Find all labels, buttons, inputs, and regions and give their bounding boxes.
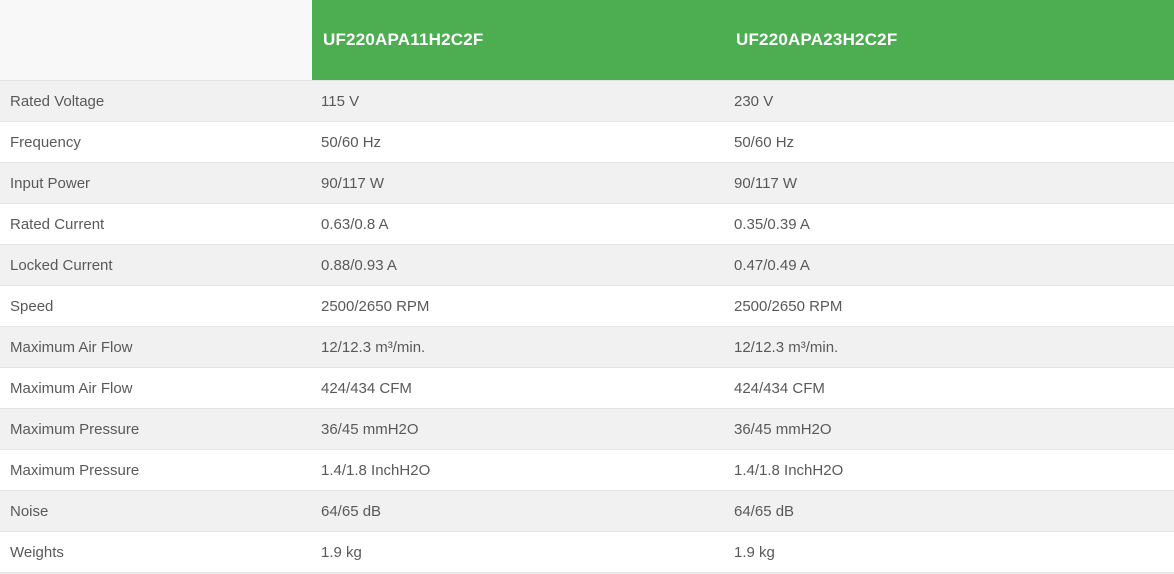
- column-header-model-2: UF220APA23H2C2F: [725, 0, 1174, 80]
- column-header-model-1: UF220APA11H2C2F: [312, 0, 725, 80]
- spec-value-model-2: 12/12.3 m³/min.: [725, 326, 1174, 367]
- spec-value-model-1: 1.4/1.8 InchH2O: [312, 449, 725, 490]
- spec-row-frequency: Frequency 50/60 Hz 50/60 Hz: [0, 121, 1174, 162]
- spec-value-model-1: 0.63/0.8 A: [312, 203, 725, 244]
- spec-value-model-1: 424/434 CFM: [312, 367, 725, 408]
- spec-value-model-1: 115 V: [312, 80, 725, 121]
- spec-row-weights: Weights 1.9 kg 1.9 kg: [0, 531, 1174, 572]
- spec-label: Maximum Pressure: [0, 408, 312, 449]
- spec-row-input-power: Input Power 90/117 W 90/117 W: [0, 162, 1174, 203]
- spec-label: Maximum Air Flow: [0, 367, 312, 408]
- spec-row-max-air-flow-metric: Maximum Air Flow 12/12.3 m³/min. 12/12.3…: [0, 326, 1174, 367]
- spec-row-max-pressure-mm: Maximum Pressure 36/45 mmH2O 36/45 mmH2O: [0, 408, 1174, 449]
- spec-value-model-2: 50/60 Hz: [725, 121, 1174, 162]
- spec-value-model-2: 1.4/1.8 InchH2O: [725, 449, 1174, 490]
- spec-value-model-2: 64/65 dB: [725, 490, 1174, 531]
- spec-value-model-1: 50/60 Hz: [312, 121, 725, 162]
- spec-value-model-2: 424/434 CFM: [725, 367, 1174, 408]
- spec-label: Speed: [0, 285, 312, 326]
- spec-row-max-pressure-inch: Maximum Pressure 1.4/1.8 InchH2O 1.4/1.8…: [0, 449, 1174, 490]
- next-row-clipped-strip: [0, 572, 1174, 574]
- spec-value-model-2: 0.47/0.49 A: [725, 244, 1174, 285]
- spec-label: Rated Current: [0, 203, 312, 244]
- spec-value-model-2: 2500/2650 RPM: [725, 285, 1174, 326]
- spec-value-model-1: 90/117 W: [312, 162, 725, 203]
- spec-label: Maximum Air Flow: [0, 326, 312, 367]
- spec-label: Noise: [0, 490, 312, 531]
- spec-label: Weights: [0, 531, 312, 572]
- spec-value-model-2: 230 V: [725, 80, 1174, 121]
- spec-row-rated-current: Rated Current 0.63/0.8 A 0.35/0.39 A: [0, 203, 1174, 244]
- spec-value-model-2: 0.35/0.39 A: [725, 203, 1174, 244]
- spec-value-model-1: 2500/2650 RPM: [312, 285, 725, 326]
- spec-row-rated-voltage: Rated Voltage 115 V 230 V: [0, 80, 1174, 121]
- header-row: UF220APA11H2C2F UF220APA23H2C2F: [0, 0, 1174, 80]
- spec-value-model-2: 36/45 mmH2O: [725, 408, 1174, 449]
- spec-value-model-1: 0.88/0.93 A: [312, 244, 725, 285]
- spec-row-max-air-flow-cfm: Maximum Air Flow 424/434 CFM 424/434 CFM: [0, 367, 1174, 408]
- spec-value-model-2: 1.9 kg: [725, 531, 1174, 572]
- spec-label: Locked Current: [0, 244, 312, 285]
- spec-label: Input Power: [0, 162, 312, 203]
- spec-value-model-2: 90/117 W: [725, 162, 1174, 203]
- spec-label: Rated Voltage: [0, 80, 312, 121]
- spec-value-model-1: 12/12.3 m³/min.: [312, 326, 725, 367]
- spec-value-model-1: 64/65 dB: [312, 490, 725, 531]
- corner-header-cell: [0, 0, 312, 80]
- spec-row-noise: Noise 64/65 dB 64/65 dB: [0, 490, 1174, 531]
- spec-value-model-1: 36/45 mmH2O: [312, 408, 725, 449]
- spec-value-model-1: 1.9 kg: [312, 531, 725, 572]
- spec-row-speed: Speed 2500/2650 RPM 2500/2650 RPM: [0, 285, 1174, 326]
- spec-row-locked-current: Locked Current 0.88/0.93 A 0.47/0.49 A: [0, 244, 1174, 285]
- spec-label: Frequency: [0, 121, 312, 162]
- spec-label: Maximum Pressure: [0, 449, 312, 490]
